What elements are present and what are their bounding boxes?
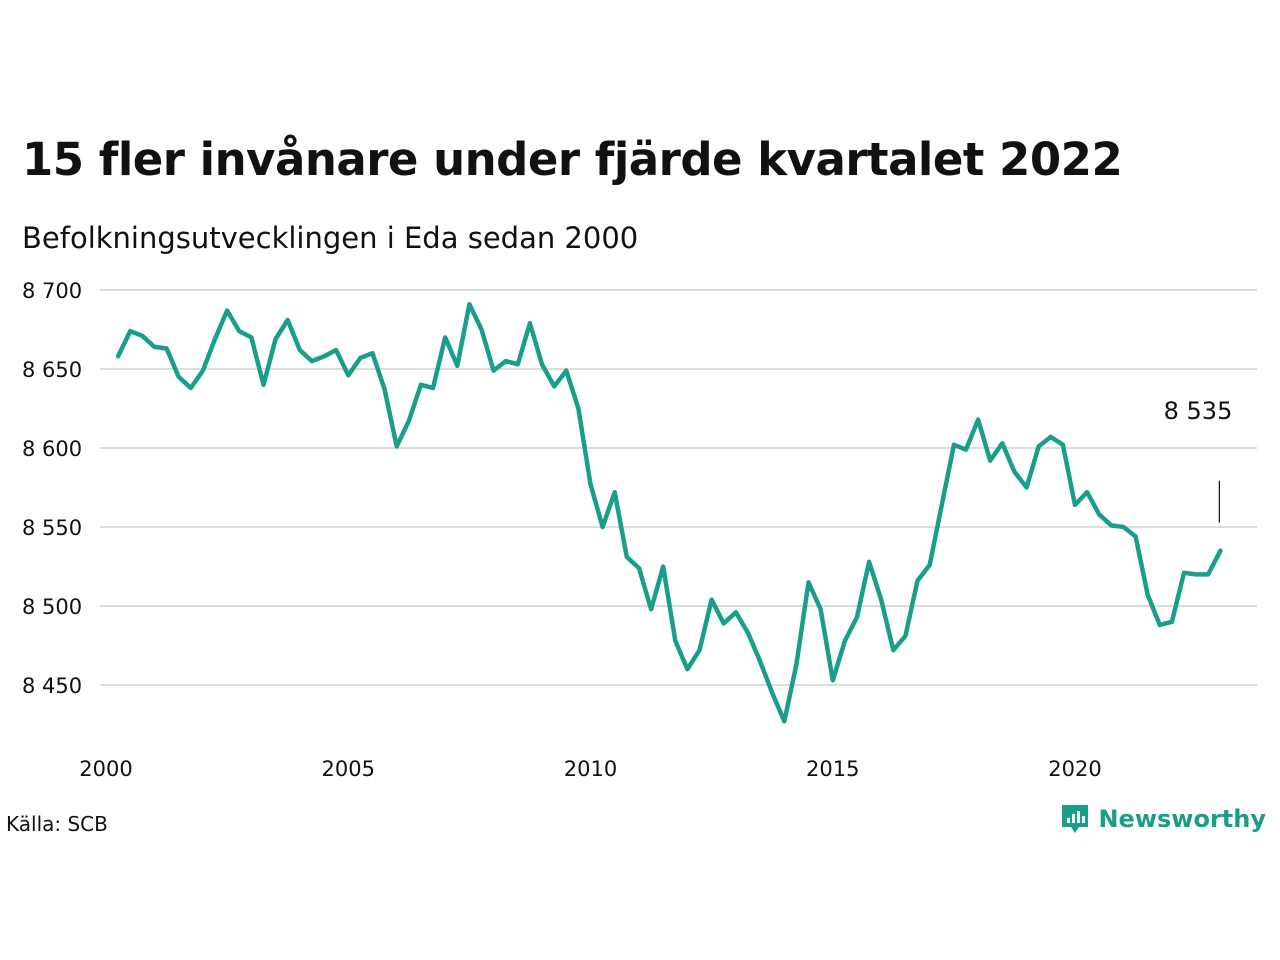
source-note: Källa: SCB: [6, 812, 108, 836]
y-tick-label: 8 600: [22, 437, 82, 461]
y-tick-label: 8 450: [22, 674, 82, 698]
y-tick-label: 8 700: [22, 279, 82, 303]
x-tick-label: 2015: [806, 757, 859, 781]
x-tick-label: 2005: [322, 757, 375, 781]
x-tick-label: 2020: [1048, 757, 1101, 781]
brand-logo[interactable]: Newsworthy: [1060, 803, 1266, 835]
y-tick-label: 8 650: [22, 358, 82, 382]
chart-subtitle: Befolkningsutvecklingen i Eda sedan 2000: [22, 221, 639, 255]
newsworthy-logo-icon: [1062, 805, 1089, 833]
chart-title: 15 fler invånare under fjärde kvartalet …: [22, 133, 1123, 186]
brand-name: Newsworthy: [1098, 805, 1266, 833]
y-tick-label: 8 550: [22, 516, 82, 540]
x-tick-label: 2010: [564, 757, 617, 781]
series-line: [115, 301, 1223, 724]
x-tick-label: 2000: [79, 757, 132, 781]
annotation-label: 8 535: [1164, 397, 1233, 425]
y-tick-label: 8 500: [22, 595, 82, 619]
